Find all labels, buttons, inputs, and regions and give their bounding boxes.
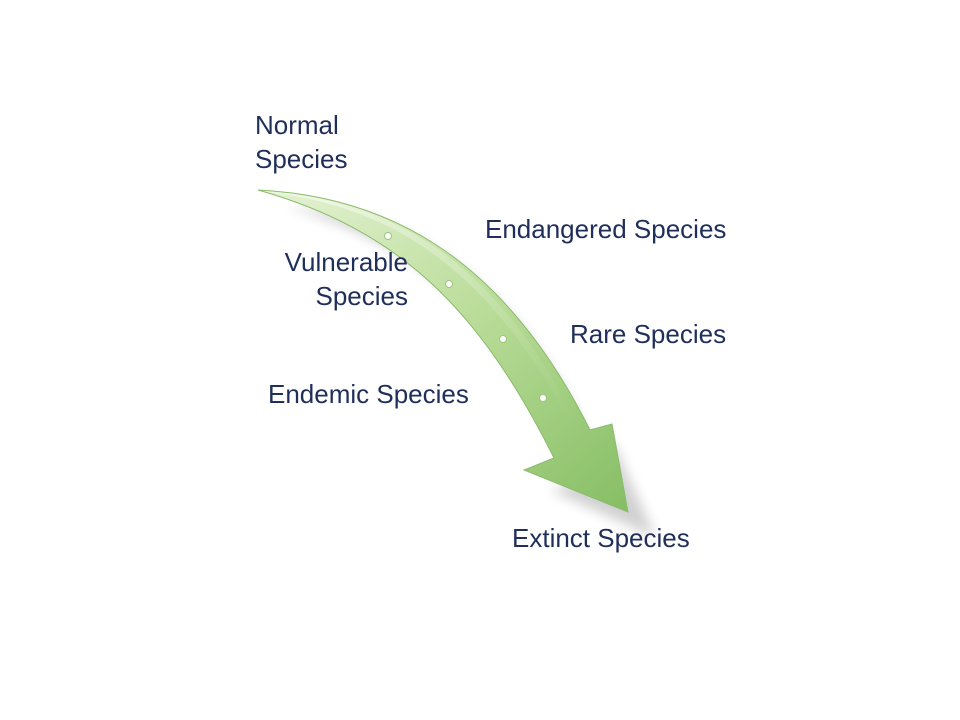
arrow-dot <box>539 394 547 402</box>
label-normal-species: Normal Species <box>255 108 348 176</box>
label-vulnerable-line1: Vulnerable <box>284 247 408 277</box>
label-vulnerable-species: Vulnerable Species <box>262 245 408 313</box>
arrow-dot <box>384 232 392 240</box>
label-vulnerable-line2: Species <box>315 281 409 311</box>
label-endemic-species: Endemic Species <box>268 379 469 409</box>
label-normal-line1: Normal <box>255 110 339 140</box>
arrow-highlight <box>262 191 575 422</box>
label-extinct-species: Extinct Species <box>512 523 690 553</box>
arrow-dot <box>499 335 507 343</box>
label-endangered-species: Endangered Species <box>485 214 727 244</box>
label-rare-species: Rare Species <box>570 319 727 349</box>
arrow-dot <box>445 280 453 288</box>
label-normal-line2: Species <box>255 144 348 174</box>
